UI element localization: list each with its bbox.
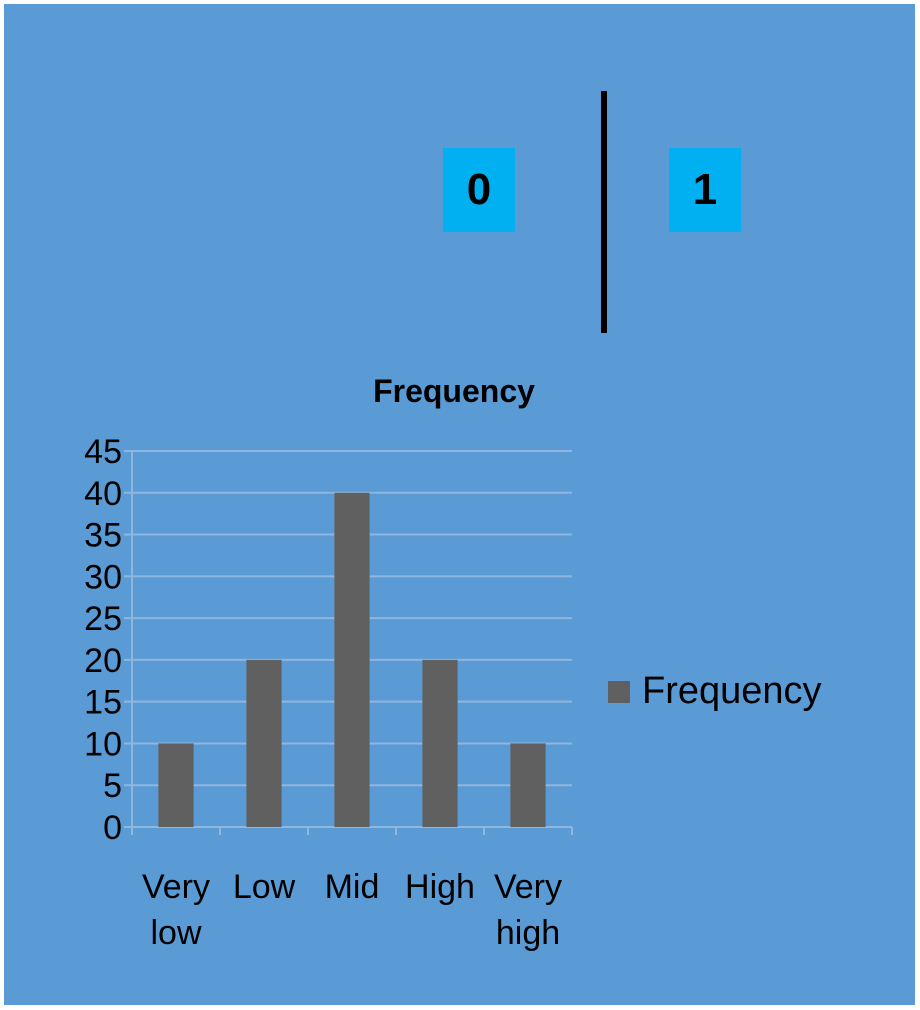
bar [246,659,282,827]
bar [158,743,194,827]
value-box-0: 0 [443,148,515,232]
vertical-divider [601,91,607,333]
x-tick-label: Very [142,868,210,906]
y-tick-label: 40 [84,475,122,513]
y-tick-label: 20 [84,642,122,680]
value-box-1: 1 [669,148,741,232]
x-tick-label: high [496,914,560,952]
x-tick-label: Mid [325,868,380,906]
legend-label: Frequency [642,670,822,712]
y-tick-label: 45 [84,433,122,471]
y-tick-label: 15 [84,684,122,722]
slide-background: 0 1 [4,4,915,1005]
legend-swatch [608,680,630,703]
y-tick-label: 10 [84,725,122,763]
y-tick-label: 5 [103,767,122,805]
bar [422,659,458,827]
y-tick-label: 35 [84,517,122,555]
x-tick-label: Very [494,868,562,906]
y-tick-label: 30 [84,558,122,596]
y-tick-label: 0 [103,809,122,847]
x-tick-label: High [405,868,475,906]
chart-title: Frequency [373,373,535,409]
x-tick-label: low [150,914,201,952]
bar [334,492,370,827]
x-tick-label: Low [233,868,296,906]
y-tick-label: 25 [84,600,122,638]
chart-legend: Frequency [608,670,822,713]
bar [510,743,546,827]
